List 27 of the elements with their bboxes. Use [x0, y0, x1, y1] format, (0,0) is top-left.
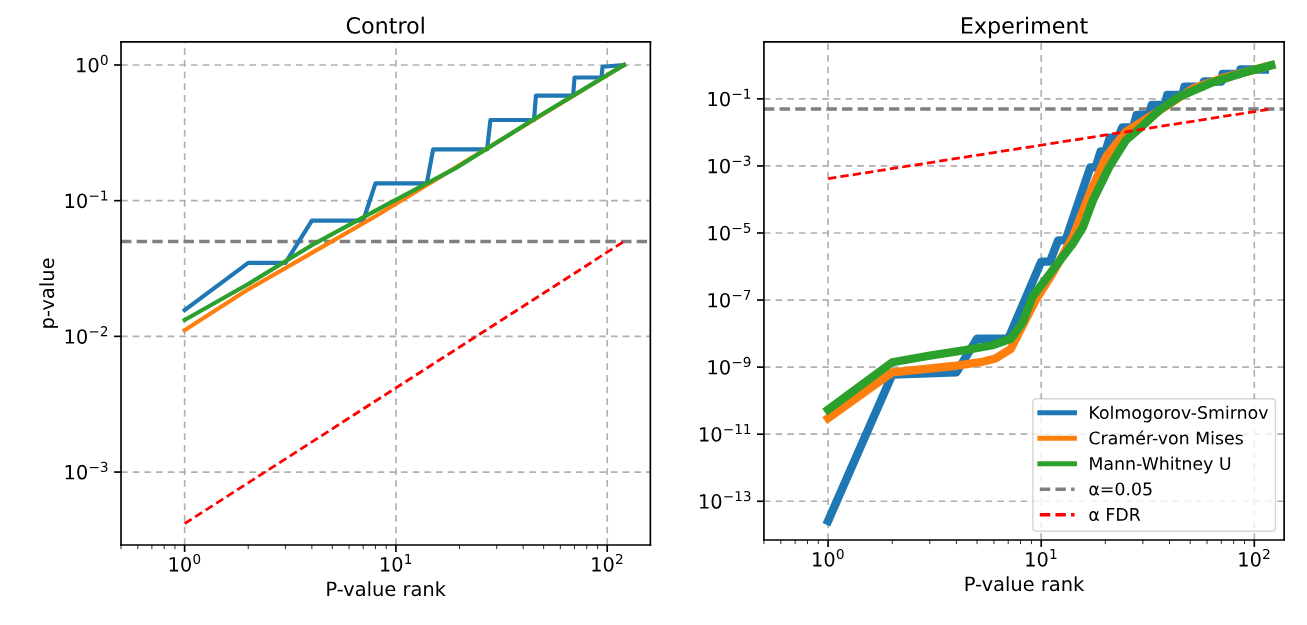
legend-label: Mann-Whitney U	[1090, 456, 1231, 474]
chart-title: Control	[346, 16, 424, 34]
x-tick-label: 10$^{1}$	[1026, 549, 1057, 567]
x-tick-label: 10$^{0}$	[169, 553, 201, 572]
y-tick-label: 10$^{−11}$	[700, 424, 751, 442]
y-tick-label: 10$^{−1}$	[708, 88, 751, 107]
chart-title: Experiment	[962, 16, 1088, 39]
y-tick-label: 10$^{−5}$	[708, 222, 751, 241]
y-tick-label: 10$^{−7}$	[708, 289, 751, 308]
x-tick-label: 10$^{2}$	[592, 553, 623, 572]
x-tick-label: 10$^{1}$	[380, 554, 412, 572]
y-tick-label: 10$^{−3}$	[708, 155, 751, 174]
legend-label: Cramér-von Mises	[1089, 430, 1243, 445]
legend-label: α FDR	[1089, 508, 1141, 521]
y-tick-label: 10$^{−13}$	[700, 490, 751, 509]
y-tick-label: 10$^{−3}$	[65, 461, 108, 480]
y-tick-label: 10$^{−1}$	[65, 190, 108, 209]
y-axis-title: p-value	[39, 258, 58, 328]
y-tick-label: 10$^{−2}$	[65, 326, 108, 344]
y-tick-label: 10$^{−9}$	[708, 356, 751, 375]
x-axis-title: P-value rank	[965, 576, 1085, 592]
x-tick-label: 10$^{0}$	[813, 548, 844, 567]
x-tick-label: 10$^{2}$	[1239, 548, 1270, 567]
legend-label: α=0.05	[1089, 482, 1152, 496]
y-tick-label: 10$^{0}$	[77, 54, 108, 73]
legend-label: Kolmogorov-Smirnov	[1090, 405, 1268, 423]
x-axis-title: P-value rank	[327, 581, 446, 597]
